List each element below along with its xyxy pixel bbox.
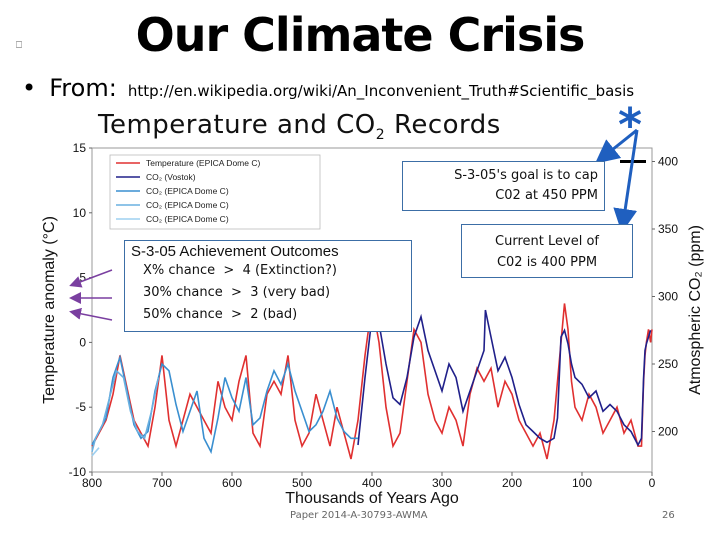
chart-title-tail: Records: [385, 110, 501, 140]
footer-paper: Paper 2014-A-30793-AWMA: [290, 510, 428, 521]
slide-number: 26: [662, 510, 675, 521]
series-line-3: [91, 369, 160, 453]
legend-entry: CO₂ (EPICA Dome C): [146, 214, 229, 224]
outcome-arrow-3: [69, 307, 113, 321]
legend-entry: CO₂ (EPICA Dome C): [146, 186, 229, 196]
from-label: From:: [49, 74, 117, 102]
outcome-op: >: [231, 307, 242, 322]
y-left-tick-label: 15: [73, 141, 87, 155]
y-left-tick-label: -5: [75, 400, 86, 414]
outcome-chance: X% chance: [143, 263, 216, 278]
series-line-0: [91, 303, 653, 460]
y-right-tick-label: 400: [658, 155, 678, 169]
x-tick-label: 500: [292, 476, 312, 490]
x-tick-label: 400: [362, 476, 382, 490]
goal-arrow: [594, 128, 638, 164]
chart-title-main: Temperature and CO: [98, 110, 376, 140]
y-left-tick-label: -10: [69, 465, 87, 479]
chart-title: Temperature and CO2 Records: [98, 110, 501, 143]
current-level-annotation: Current Level of C02 is 400 PPM: [461, 224, 633, 278]
current-line-1: Current Level of: [495, 234, 599, 249]
legend-entry: CO₂ (EPICA Dome C): [146, 200, 229, 210]
y-right-tick-label: 200: [658, 425, 678, 439]
outcome-op: >: [223, 263, 235, 278]
y-right-tick-label: 350: [658, 222, 678, 236]
goal-line-2: C02 at 450 PPM: [495, 188, 598, 203]
x-tick-label: 300: [432, 476, 452, 490]
outcomes-title: S-3-05 Achievement Outcomes: [131, 243, 339, 260]
outcome-level: 3 (very bad): [250, 285, 331, 300]
legend-entry: CO₂ (Vostok): [146, 172, 196, 182]
outcome-chance: 50% chance: [143, 307, 223, 322]
source-line: • From: http://en.wikipedia.org/wiki/An_…: [22, 74, 634, 102]
x-tick-label: 100: [572, 476, 592, 490]
slide-icon: ⎕: [16, 40, 22, 51]
outcomes-annotation: S-3-05 Achievement Outcomes X% chance > …: [124, 240, 412, 332]
outcome-chance: 30% chance: [143, 285, 223, 300]
y-left-tick-label: 5: [79, 271, 86, 285]
asterisk-marker: *: [618, 98, 643, 152]
goal-line-1: S-3-05's goal is to cap: [454, 168, 598, 183]
outcome-arrow-1: [69, 269, 113, 288]
bullet: •: [22, 74, 37, 102]
y-right-tick-label: 250: [658, 357, 678, 371]
x-axis-label: Thousands of Years Ago: [285, 490, 459, 507]
y-left-axis-label: Temperature anomaly (°C): [41, 216, 58, 404]
y-right-tick-label: 300: [658, 290, 678, 304]
x-tick-label: 600: [222, 476, 242, 490]
current-line-2: C02 is 400 PPM: [496, 255, 598, 270]
series-line-1: [357, 309, 652, 447]
x-tick-label: 200: [502, 476, 522, 490]
outcome-row: 30% chance > 3 (very bad): [143, 282, 411, 304]
outcome-row: X% chance > 4 (Extinction?): [143, 260, 411, 282]
x-tick-label: 0: [649, 476, 656, 490]
outcome-level: 2 (bad): [250, 307, 298, 322]
y-left-tick-label: 10: [73, 206, 87, 220]
slide-title: Our Climate Crisis: [135, 8, 586, 62]
outcome-op: >: [231, 285, 242, 300]
legend-box: [109, 154, 321, 230]
goal-annotation: S-3-05's goal is to cap C02 at 450 PPM: [402, 161, 605, 211]
chart-title-sub: 2: [375, 127, 386, 144]
source-url[interactable]: http://en.wikipedia.org/wiki/An_Inconven…: [127, 82, 635, 100]
outcome-level: 4 (Extinction?): [242, 263, 337, 278]
series-line-4: [91, 447, 100, 457]
legend-entry: Temperature (EPICA Dome C): [146, 158, 260, 168]
x-tick-label: 800: [82, 476, 102, 490]
y-left-tick-label: 0: [79, 335, 86, 349]
current-arrow: [613, 129, 639, 233]
x-tick-label: 700: [152, 476, 172, 490]
y-right-axis-label: Atmospheric CO₂ (ppm): [687, 225, 704, 395]
outcome-row: 50% chance > 2 (bad): [143, 304, 411, 326]
